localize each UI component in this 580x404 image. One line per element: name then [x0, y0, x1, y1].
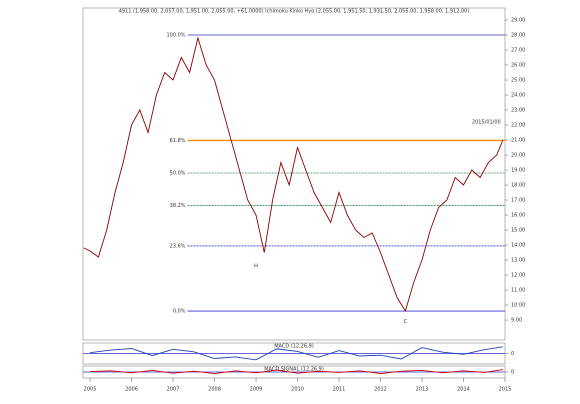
- x-tick-label: 2005: [84, 387, 97, 393]
- y-tick-label: 20.00: [511, 153, 525, 159]
- annotation: H: [254, 264, 258, 270]
- y-tick-label: 18.00: [511, 183, 525, 189]
- fib-label: 50.0%: [170, 171, 186, 177]
- series-line: [83, 36, 504, 313]
- y-tick-label: 28.00: [511, 33, 525, 39]
- y-tick-label: 14.00: [511, 243, 525, 249]
- y-tick-label: 21.00: [511, 138, 525, 144]
- y-tick-label: 29.00: [511, 18, 525, 24]
- series-line: [90, 346, 503, 361]
- y-tick-label: 15.00: [511, 228, 525, 234]
- y-tick-label: 22.00: [511, 123, 525, 129]
- y-tick-label: 12.00: [511, 273, 525, 279]
- fib-label: 61.8%: [170, 138, 186, 144]
- fib-label: 23.6%: [170, 243, 186, 249]
- panel-title: MACD (12,26,9): [274, 344, 314, 350]
- y-tick-label: 19.00: [511, 168, 525, 174]
- y-tick-label: 16.00: [511, 213, 525, 219]
- y-tick-label: 27.00: [511, 48, 525, 54]
- y-tick-label: 13.00: [511, 258, 525, 264]
- panel-frame: [82, 7, 506, 341]
- x-tick-label: 2010: [291, 387, 304, 393]
- y-tick-label: 25.00: [511, 78, 525, 84]
- series-line: [90, 369, 503, 375]
- x-tick-label: 2006: [125, 387, 138, 393]
- fib-label: 38.2%: [170, 203, 186, 209]
- y-tick-label: 17.00: [511, 198, 525, 204]
- x-tick-label: 2014: [457, 387, 470, 393]
- fib-label: 0.0%: [173, 309, 186, 315]
- x-tick-label: 2015: [499, 387, 512, 393]
- x-tick-label: 2008: [208, 387, 221, 393]
- y-tick-label: 26.00: [511, 63, 525, 69]
- x-tick-label: 2012: [374, 387, 387, 393]
- panel-title: MACD SIGNAL (12,26,9): [264, 367, 324, 373]
- y-tick-label: 0: [511, 351, 514, 357]
- x-tick-label: 2007: [167, 387, 180, 393]
- y-tick-label: 23.00: [511, 108, 525, 114]
- y-tick-label: 11.00: [511, 288, 525, 294]
- fib-label: 100.0%: [166, 33, 185, 39]
- x-tick-label: 2011: [333, 387, 346, 393]
- annotation: C: [404, 319, 408, 325]
- y-tick-label: 10.00: [511, 303, 525, 309]
- y-tick-label: 24.00: [511, 93, 525, 99]
- x-tick-label: 2009: [250, 387, 263, 393]
- chart-title: 4911 (1,958.00, 2,057.00, 1,951.00, 2,05…: [119, 9, 470, 15]
- y-tick-label: 9.00: [511, 318, 522, 324]
- x-tick-label: 2013: [416, 387, 429, 393]
- annotation: 2015/01/00: [472, 120, 501, 126]
- y-tick-label: 0: [511, 370, 514, 376]
